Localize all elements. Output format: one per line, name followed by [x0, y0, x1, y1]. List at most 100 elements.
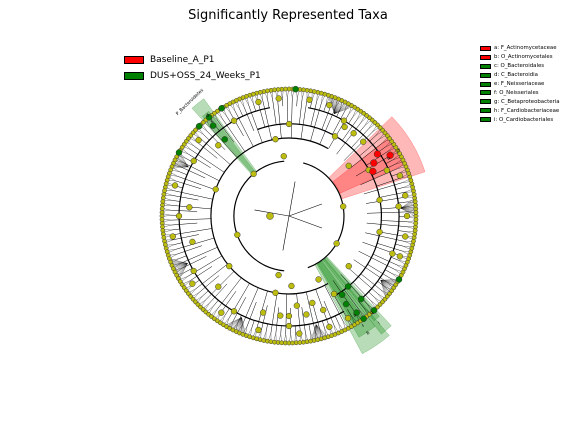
- radial-branch: [275, 307, 279, 334]
- fan-branch: [174, 163, 189, 168]
- fan-branch: [228, 317, 242, 327]
- significant-node-green: [209, 122, 217, 129]
- leaf-branch: [324, 328, 326, 337]
- group-legend: Baseline_A_P1 DUS+OSS_24_Weeks_P1: [124, 52, 261, 84]
- leaf-branch: [359, 310, 366, 317]
- leaf-branch: [196, 129, 204, 135]
- leaf-branch: [221, 315, 226, 323]
- group-legend-swatch: [124, 71, 144, 80]
- leaf-branch: [188, 288, 197, 293]
- significant-node-red: [373, 150, 382, 158]
- radial-branch: [246, 301, 257, 327]
- leaf-branch: [374, 297, 382, 303]
- fan-branch: [173, 263, 188, 267]
- radial-branch: [384, 269, 393, 274]
- radial-branch: [334, 315, 339, 324]
- leaf-branch: [398, 260, 407, 263]
- branch-node: [189, 280, 196, 287]
- branch-node: [215, 142, 222, 149]
- branch-node: [340, 117, 348, 124]
- leaf-branch: [338, 323, 341, 331]
- leaf-branch: [263, 331, 267, 340]
- fan-branch: [330, 97, 335, 114]
- radial-branch: [171, 218, 212, 221]
- taxa-legend-label: g: C_Betaproteobacteria: [494, 98, 560, 105]
- taxa-legend-entry: g: C_Betaproteobacteria: [480, 97, 560, 106]
- leaf-branch: [398, 260, 406, 265]
- radial-branch: [376, 177, 401, 187]
- leaf-branch: [297, 90, 300, 99]
- leaf-branch: [219, 315, 226, 322]
- fan-branch: [380, 280, 389, 294]
- leaf-branch: [351, 315, 357, 323]
- radial-branch: [261, 305, 268, 331]
- radial-branch: [224, 308, 230, 316]
- fan-branch: [400, 208, 416, 217]
- leaf-branch: [352, 109, 357, 117]
- branch-node: [285, 312, 293, 320]
- fan-branch: [400, 208, 416, 215]
- radial-branch: [352, 282, 372, 302]
- fan-branch: [380, 280, 396, 284]
- radial-branch: [262, 100, 272, 140]
- leaf-branch: [166, 244, 175, 246]
- fan-branch: [334, 103, 346, 114]
- significant-node-green: [218, 105, 225, 112]
- fan-branch: [380, 280, 390, 293]
- leaf-branch: [282, 90, 284, 99]
- radial-branch: [198, 275, 220, 293]
- leaf-branch: [273, 333, 276, 342]
- radial-branch: [220, 291, 237, 313]
- radial-branch: [290, 98, 293, 139]
- leaf-branch: [377, 293, 385, 299]
- taxa-legend-entry: a: F_Actinomycetaceae: [480, 44, 560, 53]
- radial-branch: [233, 297, 247, 321]
- leaf-branch: [363, 307, 368, 315]
- radial-branch: [390, 256, 399, 261]
- leaf-branch: [278, 333, 281, 342]
- radial-branch: [277, 98, 282, 139]
- branch-node: [255, 326, 262, 334]
- leaf-branch: [387, 145, 394, 152]
- taxa-legend-swatch: [480, 117, 491, 123]
- fan-branch: [172, 263, 188, 265]
- taxa-legend-entry: b: O_Actinomycetales: [480, 53, 560, 62]
- leaf-branch: [403, 184, 411, 188]
- radial-branch: [185, 268, 193, 273]
- leaf-branch: [252, 95, 254, 104]
- fan-branch: [177, 263, 188, 275]
- leaf-branch: [213, 309, 218, 317]
- fan-branch: [170, 258, 188, 264]
- radial-branch: [343, 289, 360, 311]
- taxa-legend-label: i: O_Cardiobacteriales: [494, 116, 554, 123]
- leaf-branch: [171, 258, 180, 261]
- clade-letter-e: e: [352, 312, 357, 318]
- central-spoke: [288, 215, 322, 229]
- taxa-legend-label: f: O_Neisseriales: [494, 89, 539, 96]
- branch-node: [402, 192, 409, 199]
- fan-branch: [334, 99, 337, 114]
- fan-branch: [334, 99, 339, 114]
- taxa-legend-swatch: [480, 81, 491, 87]
- branch-node: [272, 289, 279, 296]
- significant-node-green: [357, 295, 365, 303]
- clade-letter-a: a: [385, 156, 391, 161]
- leaf-branch: [168, 249, 176, 253]
- radial-branch: [322, 320, 325, 329]
- fan-branch: [236, 317, 242, 331]
- significant-node-red: [386, 151, 394, 159]
- significant-node-green: [195, 122, 203, 130]
- fan-branch: [380, 280, 393, 289]
- leaf-branch: [232, 103, 236, 112]
- radial-branch: [230, 113, 244, 137]
- leaf-branch: [395, 161, 403, 165]
- radial-branch: [212, 300, 219, 307]
- leaf-branch: [287, 89, 289, 99]
- radial-branch: [358, 301, 364, 308]
- branch-node: [272, 136, 279, 143]
- taxa-legend-label: h: F_Cardiobacteriaceae: [494, 107, 560, 114]
- fan-branch: [380, 280, 391, 292]
- taxa-legend-label: e: F_Neisseriaceae: [494, 81, 545, 87]
- radial-branch: [366, 222, 407, 227]
